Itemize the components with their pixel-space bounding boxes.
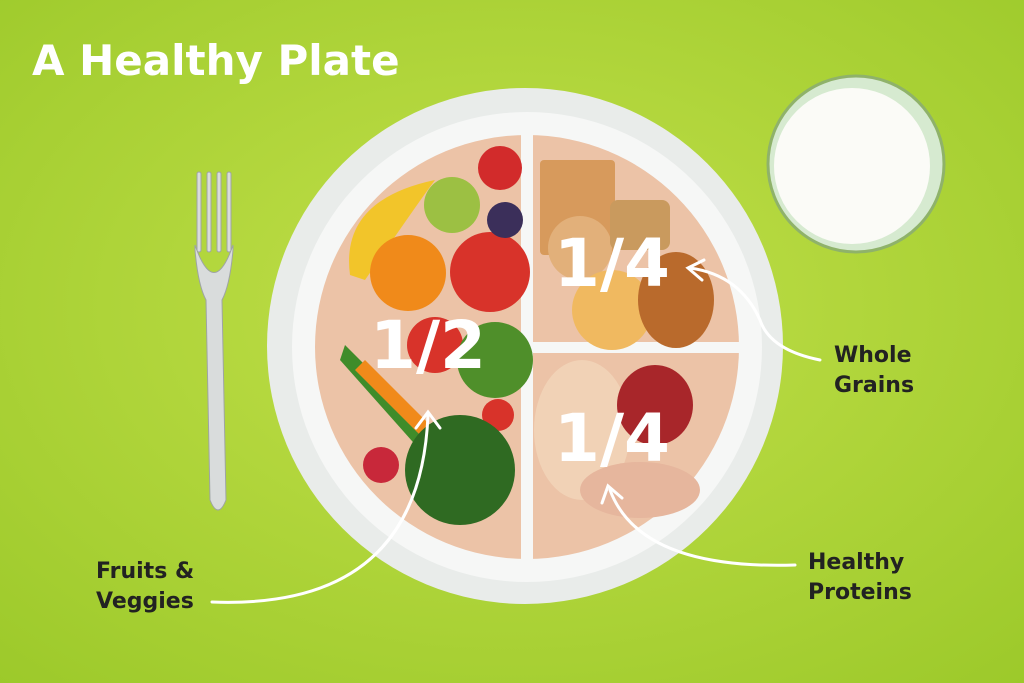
section-label: Veggies [96,589,194,614]
fraction: 1/4 [554,225,670,302]
fraction: 1/2 [370,307,486,384]
milk-glass [766,74,946,254]
section-label: Proteins [808,580,912,605]
section-label: Grains [834,373,914,398]
section-label: Whole [834,343,912,368]
title: A Healthy Plate [32,36,400,85]
grains [540,160,714,350]
fraction: 1/4 [554,400,670,477]
fruits-veggies [340,146,533,525]
fork [194,171,234,511]
section-label: Healthy [808,550,904,575]
proteins [534,360,700,518]
arrows [210,258,822,604]
section-label: Fruits & [96,559,194,584]
